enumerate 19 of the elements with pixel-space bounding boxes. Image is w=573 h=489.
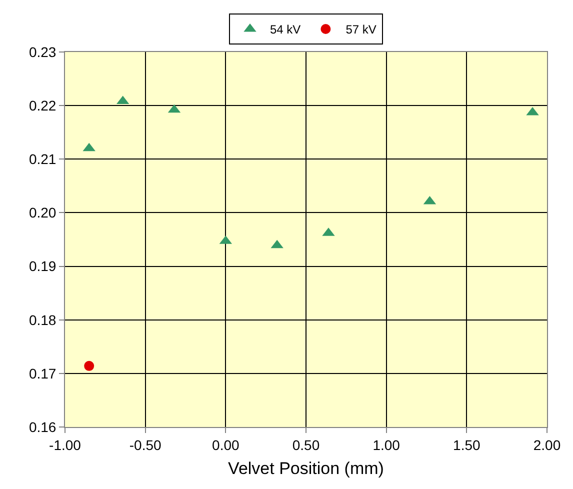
y-tick-label: 0.21	[28, 151, 56, 168]
y-tick-label: 0.18	[28, 312, 56, 328]
point	[84, 360, 94, 371]
x-tick-label: 1.50	[453, 436, 481, 453]
x-tick-label: 0.00	[212, 436, 240, 453]
y-tick-label: 0.23	[28, 44, 56, 60]
x-tick-label: 2.00	[533, 436, 561, 453]
x-tick-label: -1.00	[49, 436, 82, 453]
x-axis-title: Velvet Position (mm)	[228, 459, 384, 478]
y-tick-label: 0.20	[28, 204, 56, 221]
legend-label: 57 kV	[346, 22, 376, 37]
x-tick-label: 0.50	[292, 436, 320, 453]
x-tick-label: -0.50	[129, 436, 162, 453]
y-tick-label: 0.16	[28, 418, 56, 435]
y-tick-label: 0.22	[28, 97, 56, 114]
y-tick-label: 0.17	[28, 365, 56, 382]
y-tick-label: 0.19	[28, 258, 56, 274]
x-tick-label: 1.00	[372, 436, 400, 453]
legend-label: 54 kV	[270, 22, 301, 37]
